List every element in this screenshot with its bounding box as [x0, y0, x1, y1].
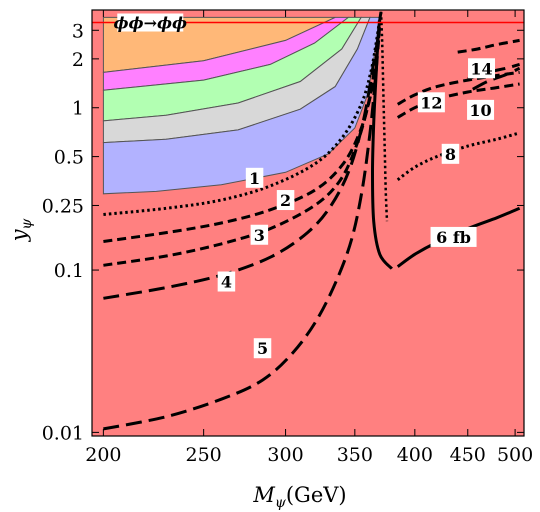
contour-label-bg-6	[430, 226, 477, 247]
contour-label-bg-7	[441, 143, 460, 164]
contour-label-1: 1	[249, 169, 260, 188]
x-axis-title-unit: (GeV)	[286, 483, 347, 507]
y-tick-label-3: 0.25	[42, 195, 84, 217]
contour-line-14	[457, 38, 520, 54]
y-tick-label-5: 1	[72, 98, 84, 120]
contour-label-bg-9	[417, 92, 445, 113]
y-axis-title: yψ	[7, 218, 35, 243]
contour-label-bg-10	[468, 58, 496, 79]
contour-line-6	[370, 11, 393, 270]
y-tick-label-4: 0.5	[54, 147, 84, 169]
y-tick-label-2: 0.1	[54, 260, 84, 282]
contour-label-bg-1	[245, 167, 264, 188]
contour-label-bg-3	[250, 224, 269, 245]
contour-label-5: 5	[257, 339, 268, 358]
contour-line-11	[396, 70, 520, 106]
x-axis-title: Mψ(GeV)	[252, 483, 346, 511]
threshold-line-group: ϕϕ→ϕϕ	[92, 13, 524, 33]
y-tick-label-1: 0.01	[42, 422, 84, 444]
x-tick-label-2: 250	[186, 444, 222, 466]
contour-label-4: 4	[221, 273, 232, 292]
contour-line-12	[472, 66, 521, 91]
y-axis-title-main: y	[7, 228, 31, 242]
y-tick-label-7: 3	[72, 20, 84, 42]
contour-line-1	[103, 17, 382, 216]
contour-label-9: 12	[420, 93, 442, 112]
x-tick-label-4: 350	[337, 444, 373, 466]
x-axis-title-sub: ψ	[275, 495, 287, 511]
contour-line-3	[103, 25, 382, 267]
contour-label-7: 8	[445, 145, 456, 164]
contour-line-4	[103, 27, 382, 300]
y-axis-title-sub: ψ	[19, 218, 35, 230]
contour-curves	[103, 11, 521, 431]
contour-label-bg-5	[253, 338, 272, 359]
contour-line-10	[396, 82, 520, 119]
contour-label-bg-8	[467, 99, 495, 120]
threshold-label-bg	[117, 13, 184, 32]
contour-label-8: 10	[469, 101, 491, 120]
plot-frame	[91, 9, 525, 437]
x-axis-title-main: M	[252, 483, 275, 507]
x-tick-label-3: 300	[267, 444, 303, 466]
contour-label-10: 14	[470, 59, 492, 78]
x-tick-label-5: 400	[397, 444, 433, 466]
x-tick-label-1: 200	[85, 444, 121, 466]
contour-label-bg-4	[217, 271, 236, 292]
contour-line-7	[379, 11, 389, 222]
x-tick-label-7: 500	[497, 444, 533, 466]
x-tick-label-6: 450	[450, 444, 486, 466]
contour-label-3: 3	[254, 226, 265, 245]
y-tick-label-6: 2	[72, 49, 84, 71]
contour-label-bg-2	[276, 190, 295, 211]
threshold-label: ϕϕ→ϕϕ	[113, 14, 187, 33]
contour-label-6: 6 fb	[436, 228, 471, 247]
contour-label-2: 2	[280, 191, 291, 210]
contour-line-2	[103, 21, 382, 243]
contour-line-5	[103, 40, 381, 431]
